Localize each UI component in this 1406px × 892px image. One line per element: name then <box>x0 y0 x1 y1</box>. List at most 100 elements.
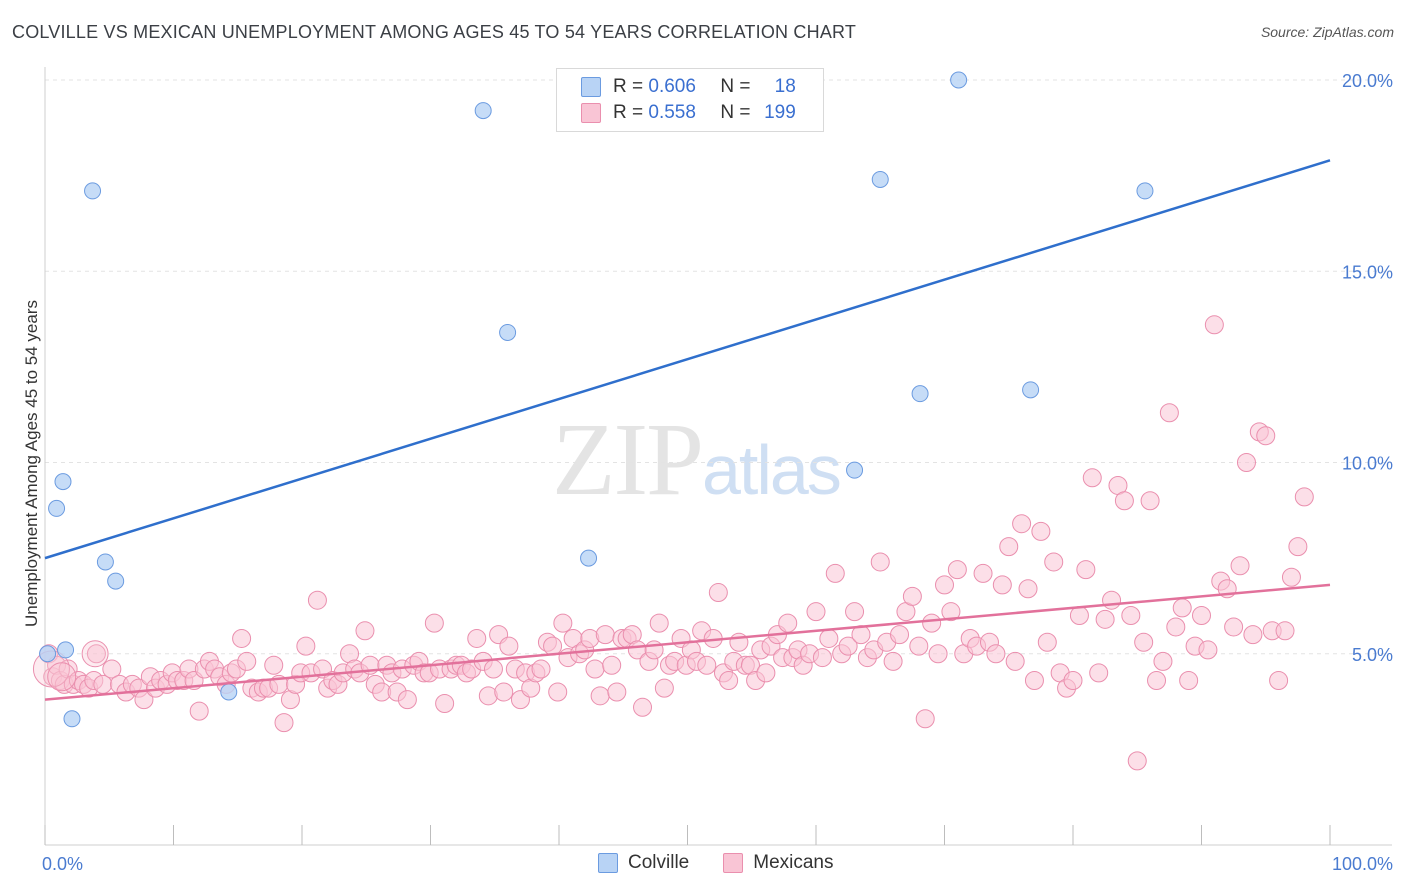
colville-point <box>950 71 968 89</box>
legend-item-mexicans: Mexicans <box>723 852 834 874</box>
mexicans-point <box>1281 567 1301 587</box>
mexicans-point <box>941 602 961 622</box>
mexicans-point <box>947 560 967 580</box>
mexicans-point <box>1224 617 1244 637</box>
colville-r-label: R = <box>613 76 644 97</box>
mexicans-point <box>543 636 563 656</box>
colville-point <box>63 710 81 728</box>
mexicans-point <box>494 682 514 702</box>
mexicans-point <box>237 651 257 671</box>
colville-point <box>580 549 598 567</box>
mexicans-point <box>1140 491 1160 511</box>
colville-trend-line <box>44 159 1331 560</box>
mexicans-point <box>595 625 615 645</box>
mexicans-point <box>602 655 622 675</box>
mexicans-point <box>1114 491 1134 511</box>
mexicans-point <box>719 671 739 691</box>
mexicans-point <box>819 628 839 648</box>
mexicans-point <box>890 625 910 645</box>
mexicans-point <box>585 659 605 679</box>
mexicans-point <box>1063 671 1083 691</box>
mexicans-point <box>1102 590 1122 610</box>
mexicans-r-label: R = <box>613 102 644 123</box>
mexicans-point <box>1243 625 1263 645</box>
mexicans-point <box>1037 632 1057 652</box>
mexicans-point <box>1294 487 1314 507</box>
colville-swatch <box>581 77 601 97</box>
mexicans-point-cluster <box>47 662 77 692</box>
mexicans-point <box>264 655 284 675</box>
colville-point <box>871 170 889 188</box>
colville-point <box>54 473 72 491</box>
mexicans-point <box>307 590 327 610</box>
mexicans-point <box>553 613 573 633</box>
mexicans-point <box>999 537 1019 557</box>
y-tick-label: 15.0% <box>1342 262 1393 282</box>
colville-legend-label: Colville <box>628 852 690 873</box>
mexicans-point <box>1031 521 1051 541</box>
mexicans-point <box>902 586 922 606</box>
mexicans-point <box>649 613 669 633</box>
mexicans-point <box>499 636 519 656</box>
mexicans-point <box>189 701 209 721</box>
mexicans-point <box>756 663 776 683</box>
mexicans-point <box>1134 632 1154 652</box>
mexicans-point <box>355 621 375 641</box>
x-tick-label: 0.0% <box>42 854 83 874</box>
mexicans-point <box>928 644 948 664</box>
series-legend: Colville Mexicans <box>598 852 868 874</box>
mexicans-point <box>992 575 1012 595</box>
mexicans-point <box>86 644 106 664</box>
colville-point <box>84 182 102 200</box>
mexicans-point <box>274 713 294 733</box>
mexicans-point <box>654 678 674 698</box>
mexicans-point <box>1204 315 1224 335</box>
mexicans-point <box>435 693 455 713</box>
mexicans-legend-swatch <box>723 853 744 873</box>
colville-point <box>499 323 517 341</box>
mexicans-point <box>838 636 858 656</box>
chart-source: Source: ZipAtlas.com <box>1260 24 1394 40</box>
mexicans-r-value: 0.558 <box>648 102 696 123</box>
mexicans-point <box>1018 579 1038 599</box>
mexicans-point <box>232 628 252 648</box>
mexicans-point <box>1192 606 1211 625</box>
mexicans-point <box>973 563 993 583</box>
colville-point <box>846 461 864 479</box>
mexicans-point <box>483 659 503 679</box>
mexicans-point <box>590 686 610 706</box>
mexicans-point <box>1230 556 1250 576</box>
mexicans-point <box>102 659 122 679</box>
mexicans-point <box>915 709 935 729</box>
mexicans-point <box>1044 552 1064 572</box>
legend-row-mexicans: R = 0.558 N = 199 <box>581 100 796 126</box>
mexicans-point <box>1121 606 1141 625</box>
mexicans-point <box>870 552 890 572</box>
mexicans-n-value: 199 <box>764 102 796 123</box>
mexicans-swatch <box>581 103 601 123</box>
mexicans-point <box>778 613 798 633</box>
colville-point <box>1136 182 1154 200</box>
mexicans-point <box>397 690 417 710</box>
mexicans-point <box>1012 514 1032 534</box>
colville-point <box>48 499 66 517</box>
mexicans-trend-line <box>44 583 1331 701</box>
mexicans-point <box>1147 671 1167 691</box>
colville-point <box>96 553 114 571</box>
mexicans-point <box>1024 671 1044 691</box>
mexicans-point <box>548 682 568 702</box>
mexicans-point <box>1269 671 1289 691</box>
mexicans-point <box>922 613 942 633</box>
watermark-atlas: atlas <box>702 431 842 509</box>
mexicans-point <box>825 563 845 583</box>
colville-legend-swatch <box>598 853 618 873</box>
mexicans-point <box>1288 537 1308 557</box>
mexicans-point <box>1172 598 1192 618</box>
colville-n-value: 18 <box>774 76 796 97</box>
mexicans-point <box>1275 621 1295 641</box>
mexicans-point <box>531 659 551 679</box>
mexicans-point <box>1256 426 1276 446</box>
mexicans-point <box>1179 671 1199 691</box>
legend-row-colville: R = 0.606 N = 18 <box>581 74 796 100</box>
